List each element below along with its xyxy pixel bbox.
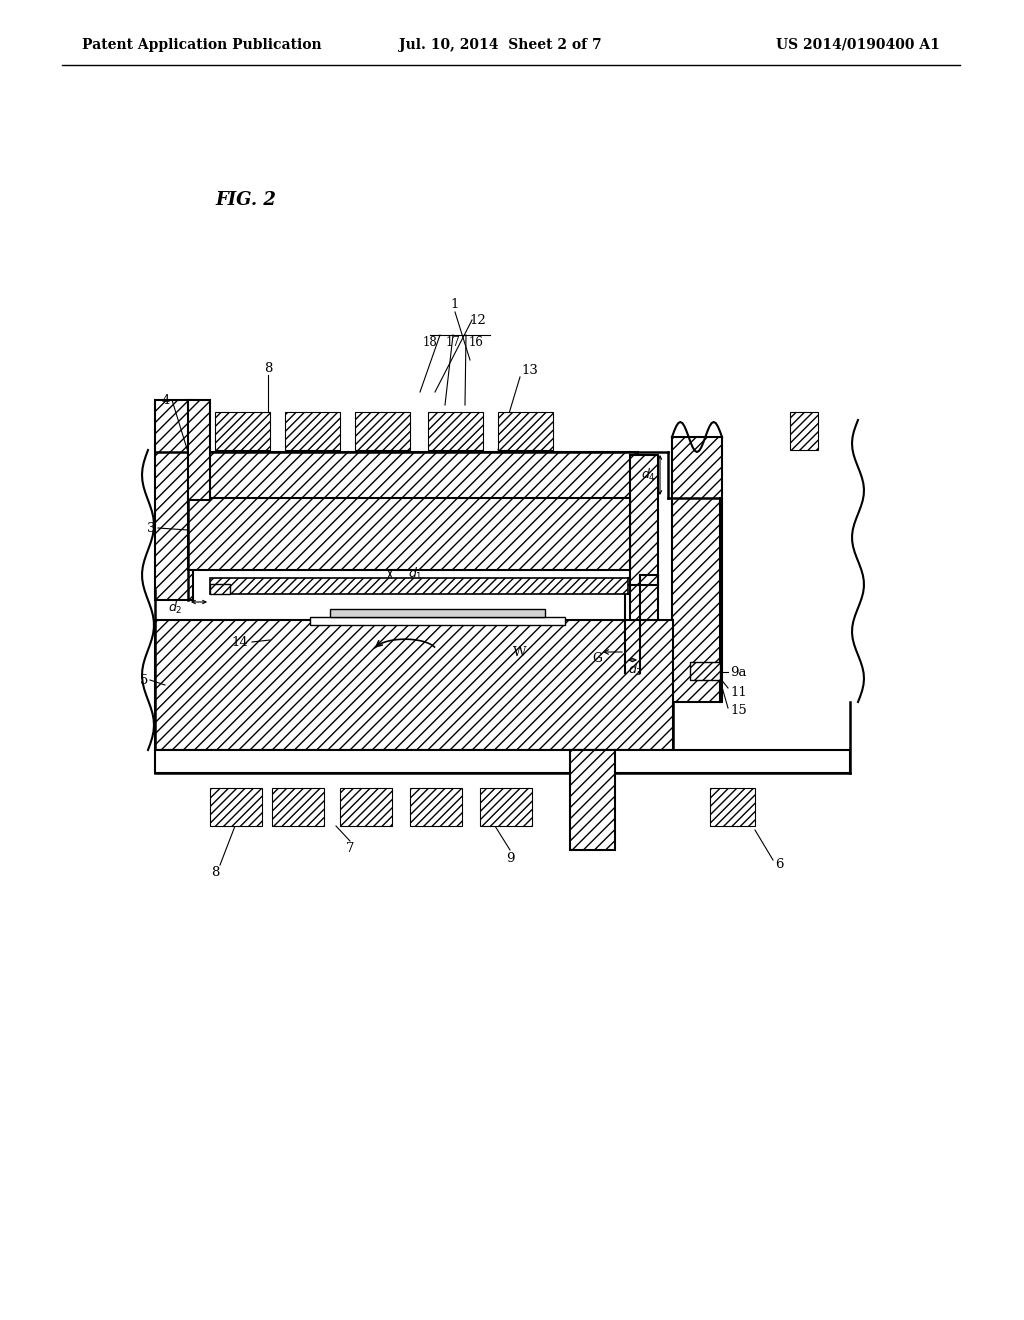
Text: 12: 12 — [470, 314, 486, 326]
Bar — [215, 412, 270, 450]
Bar — [210, 788, 262, 826]
Bar — [188, 451, 638, 500]
Bar — [355, 412, 410, 450]
Bar — [630, 455, 658, 685]
Text: 14: 14 — [231, 635, 248, 648]
Bar — [210, 583, 230, 594]
Text: $d_3$: $d_3$ — [628, 661, 642, 678]
Text: W: W — [513, 645, 526, 659]
Text: Patent Application Publication: Patent Application Publication — [82, 38, 322, 51]
Text: Jul. 10, 2014  Sheet 2 of 7: Jul. 10, 2014 Sheet 2 of 7 — [398, 38, 601, 51]
Bar — [480, 788, 532, 826]
Bar — [410, 788, 462, 826]
Text: 17: 17 — [445, 335, 461, 348]
Bar — [690, 663, 720, 680]
Bar — [188, 498, 630, 570]
Text: 18: 18 — [423, 335, 437, 348]
Bar — [155, 620, 673, 750]
Text: FIG. 2: FIG. 2 — [215, 191, 275, 209]
Bar — [710, 788, 755, 826]
Text: 9a: 9a — [730, 665, 746, 678]
Bar — [272, 788, 324, 826]
Text: $d_4$: $d_4$ — [641, 467, 655, 483]
Bar — [188, 400, 210, 500]
Text: 9: 9 — [506, 851, 514, 865]
Text: 13: 13 — [521, 363, 539, 376]
Text: 8: 8 — [211, 866, 219, 879]
Text: 5: 5 — [139, 673, 148, 686]
Text: 4: 4 — [162, 393, 170, 407]
Text: $d_1$: $d_1$ — [408, 566, 422, 582]
Bar — [498, 412, 553, 450]
Bar — [285, 412, 340, 450]
Bar — [310, 616, 565, 624]
Bar — [672, 437, 722, 702]
Bar — [210, 578, 628, 594]
Text: $d_2$: $d_2$ — [168, 601, 182, 616]
Bar — [155, 400, 193, 601]
Text: G: G — [592, 652, 602, 664]
Bar — [330, 609, 545, 616]
Text: 11: 11 — [730, 685, 746, 698]
Text: 3: 3 — [146, 521, 155, 535]
Bar — [570, 750, 615, 850]
Bar — [155, 750, 850, 774]
Text: 6: 6 — [775, 858, 783, 871]
Bar — [790, 412, 818, 450]
Text: 15: 15 — [730, 704, 746, 717]
Text: US 2014/0190400 A1: US 2014/0190400 A1 — [776, 38, 940, 51]
Text: 8: 8 — [264, 362, 272, 375]
Text: 7: 7 — [346, 842, 354, 854]
Text: 16: 16 — [469, 335, 483, 348]
Bar — [340, 788, 392, 826]
Text: 1: 1 — [451, 298, 459, 312]
Bar — [428, 412, 483, 450]
